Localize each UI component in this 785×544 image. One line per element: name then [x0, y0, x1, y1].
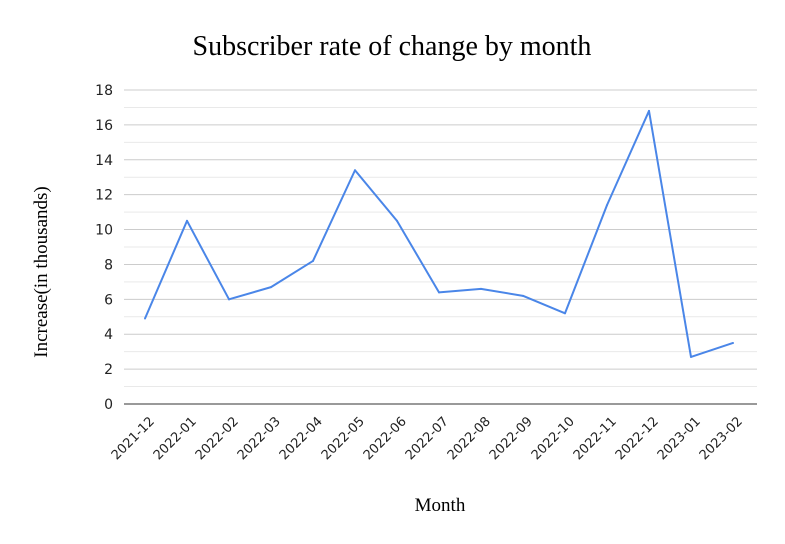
y-tick-label: 4 — [104, 327, 113, 343]
y-tick-label: 0 — [104, 397, 113, 413]
gridlines — [124, 89, 757, 388]
data-point — [522, 294, 524, 297]
y-tick-label: 16 — [95, 118, 113, 134]
x-tick-label: 2022-04 — [277, 414, 326, 463]
data-point — [606, 204, 608, 207]
y-tick-label: 14 — [95, 153, 113, 169]
data-point — [480, 287, 482, 290]
data-point — [312, 259, 314, 262]
x-tick-label: 2022-05 — [319, 414, 368, 463]
x-tick-label: 2022-06 — [361, 414, 410, 463]
data-point — [396, 219, 398, 222]
series-group — [144, 109, 734, 358]
x-tick-label: 2021-12 — [109, 414, 158, 463]
x-tick-label: 2022-08 — [445, 414, 494, 463]
y-tick-label: 12 — [95, 188, 113, 204]
x-tick-label: 2022-09 — [487, 414, 536, 463]
data-point — [648, 109, 650, 112]
y-tick-label: 2 — [104, 362, 113, 378]
data-point — [690, 355, 692, 358]
series-line — [144, 109, 734, 358]
data-point — [732, 341, 734, 344]
data-point — [438, 291, 440, 294]
x-axis-title: Month — [415, 495, 466, 516]
x-tick-label: 2023-01 — [655, 414, 704, 463]
y-tick-label: 10 — [95, 223, 113, 239]
y-axis-title: Increase(in thousands) — [31, 186, 52, 357]
x-tick-label: 2022-01 — [151, 414, 200, 463]
x-tick-label: 2022-12 — [613, 414, 662, 463]
y-tick-label: 8 — [104, 257, 113, 273]
x-tick-label: 2022-07 — [403, 414, 452, 463]
x-tick-label: 2023-02 — [697, 414, 746, 463]
data-point — [186, 219, 188, 222]
y-axis-ticks: 0 2 4 6 8 10 12 14 16 18 — [95, 83, 113, 413]
x-tick-label: 2022-02 — [193, 414, 242, 463]
data-point — [270, 286, 272, 289]
x-tick-label: 2022-03 — [235, 414, 284, 463]
data-point — [564, 312, 566, 315]
x-tick-label: 2022-11 — [571, 414, 620, 463]
data-point — [228, 298, 230, 301]
data-point — [354, 169, 356, 172]
data-point — [144, 317, 146, 320]
chart-title: Subscriber rate of change by month — [193, 31, 592, 62]
y-tick-label: 18 — [95, 83, 113, 99]
x-axis-ticks: 2021-122022-012022-022022-032022-042022-… — [109, 414, 746, 463]
x-tick-label: 2022-10 — [529, 414, 578, 463]
y-tick-label: 6 — [104, 292, 113, 308]
